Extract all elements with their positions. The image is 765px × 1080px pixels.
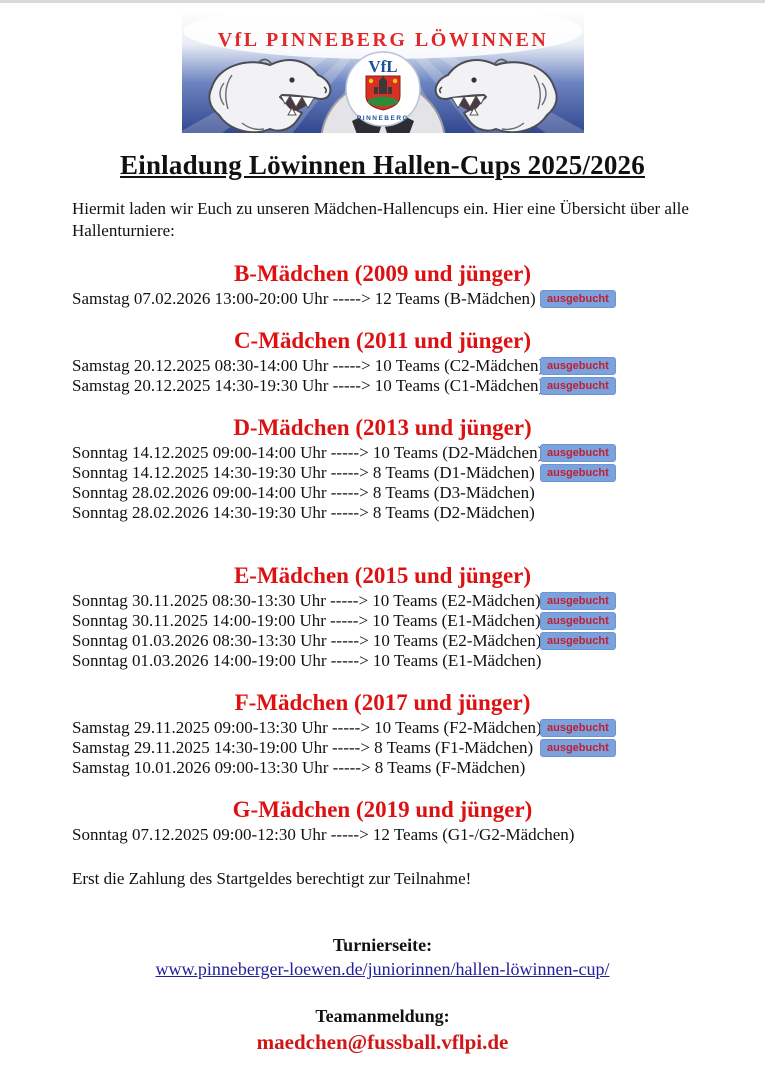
event-text: Sonntag 01.03.2026 14:00-19:00 Uhr -----… <box>72 651 542 670</box>
section-events: Samstag 07.02.2026 13:00-20:00 Uhr -----… <box>0 289 765 309</box>
event-row: Sonntag 01.03.2026 08:30-13:30 Uhr -----… <box>72 631 765 651</box>
event-text: Sonntag 28.02.2026 14:30-19:30 Uhr -----… <box>72 503 535 522</box>
soldout-badge: ausgebucht <box>540 632 616 650</box>
tournament-section: C-Mädchen (2011 und jünger) Samstag 20.1… <box>0 328 765 396</box>
logo-city-text: PINNEBERG <box>356 115 408 122</box>
event-row: Sonntag 30.11.2025 08:30-13:30 Uhr -----… <box>72 591 765 611</box>
soldout-badge: ausgebucht <box>540 377 616 395</box>
team-registration-email: maedchen@fussball.vflpi.de <box>256 1030 509 1054</box>
tournament-section: F-Mädchen (2017 und jünger) Samstag 29.1… <box>0 690 765 778</box>
tournament-site-link[interactable]: www.pinneberger-loewen.de/juniorinnen/ha… <box>155 959 610 979</box>
event-text: Sonntag 30.11.2025 14:00-19:00 Uhr -----… <box>72 611 541 630</box>
event-row: Samstag 10.01.2026 09:00-13:30 Uhr -----… <box>72 758 765 778</box>
event-text: Samstag 29.11.2025 14:30-19:00 Uhr -----… <box>72 738 534 757</box>
soldout-badge: ausgebucht <box>540 739 616 757</box>
event-text: Sonntag 28.02.2026 09:00-14:00 Uhr -----… <box>72 483 535 502</box>
event-text: Samstag 29.11.2025 09:00-13:30 Uhr -----… <box>72 718 542 737</box>
page-title: Einladung Löwinnen Hallen-Cups 2025/2026 <box>120 150 645 180</box>
event-text: Sonntag 07.12.2025 09:00-12:30 Uhr -----… <box>72 825 575 844</box>
intro-text: Hiermit laden wir Euch zu unseren Mädche… <box>72 199 689 240</box>
section-events: Sonntag 14.12.2025 09:00-14:00 Uhr -----… <box>0 443 765 523</box>
event-row: Sonntag 07.12.2025 09:00-12:30 Uhr -----… <box>72 825 765 845</box>
tournament-section: E-Mädchen (2015 und jünger) Sonntag 30.1… <box>0 563 765 671</box>
event-text: Sonntag 14.12.2025 14:30-19:30 Uhr -----… <box>72 463 535 482</box>
payment-note: Erst die Zahlung des Startgeldes berecht… <box>72 869 472 888</box>
club-name-text: VfL PINNEBERG LÖWINNEN <box>217 28 548 51</box>
club-banner-image: VfL PINNEBERG VfL PINNEBERG LÖWINNEN <box>181 13 584 133</box>
event-row: Sonntag 14.12.2025 09:00-14:00 Uhr -----… <box>72 443 765 463</box>
section-heading: G-Mädchen (2019 und jünger) <box>232 797 533 822</box>
team-registration-label: Teamanmeldung: <box>315 1006 450 1026</box>
soldout-badge: ausgebucht <box>540 612 616 630</box>
sections: B-Mädchen (2009 und jünger) Samstag 07.0… <box>0 261 765 845</box>
tournament-section: D-Mädchen (2013 und jünger) Sonntag 14.1… <box>0 415 765 523</box>
soldout-badge: ausgebucht <box>540 464 616 482</box>
event-row: Samstag 20.12.2025 14:30-19:30 Uhr -----… <box>72 376 765 396</box>
event-row: Sonntag 30.11.2025 14:00-19:00 Uhr -----… <box>72 611 765 631</box>
event-text: Samstag 07.02.2026 13:00-20:00 Uhr -----… <box>72 289 536 308</box>
section-events: Samstag 20.12.2025 08:30-14:00 Uhr -----… <box>0 356 765 396</box>
soldout-badge: ausgebucht <box>540 357 616 375</box>
section-heading: F-Mädchen (2017 und jünger) <box>234 690 531 715</box>
tournament-site-label: Turnierseite: <box>332 935 433 955</box>
section-events: Sonntag 30.11.2025 08:30-13:30 Uhr -----… <box>0 591 765 671</box>
section-heading: C-Mädchen (2011 und jünger) <box>233 328 532 353</box>
event-text: Samstag 10.01.2026 09:00-13:30 Uhr -----… <box>72 758 526 777</box>
section-events: Sonntag 07.12.2025 09:00-12:30 Uhr -----… <box>0 825 765 845</box>
soldout-badge: ausgebucht <box>540 592 616 610</box>
footer: Turnierseite: www.pinneberger-loewen.de/… <box>0 935 765 1055</box>
tournament-section: G-Mädchen (2019 und jünger) Sonntag 07.1… <box>0 797 765 845</box>
event-text: Sonntag 30.11.2025 08:30-13:30 Uhr -----… <box>72 591 541 610</box>
event-text: Samstag 20.12.2025 14:30-19:30 Uhr -----… <box>72 376 545 395</box>
soldout-badge: ausgebucht <box>540 290 616 308</box>
event-row: Samstag 29.11.2025 09:00-13:30 Uhr -----… <box>72 718 765 738</box>
section-events: Samstag 29.11.2025 09:00-13:30 Uhr -----… <box>0 718 765 778</box>
event-text: Sonntag 14.12.2025 09:00-14:00 Uhr -----… <box>72 443 544 462</box>
soldout-badge: ausgebucht <box>540 719 616 737</box>
section-heading: E-Mädchen (2015 und jünger) <box>233 563 532 588</box>
logo-shield <box>365 75 400 111</box>
soldout-badge: ausgebucht <box>540 444 616 462</box>
event-row: Samstag 07.02.2026 13:00-20:00 Uhr -----… <box>72 289 765 309</box>
logo-vfl-text: VfL <box>368 57 397 76</box>
club-logo: VfL PINNEBERG <box>344 51 421 127</box>
event-row: Samstag 20.12.2025 08:30-14:00 Uhr -----… <box>72 356 765 376</box>
event-row: Sonntag 01.03.2026 14:00-19:00 Uhr -----… <box>72 651 765 671</box>
section-heading: B-Mädchen (2009 und jünger) <box>233 261 532 286</box>
tournament-section: B-Mädchen (2009 und jünger) Samstag 07.0… <box>0 261 765 309</box>
event-text: Sonntag 01.03.2026 08:30-13:30 Uhr -----… <box>72 631 542 650</box>
event-text: Samstag 20.12.2025 08:30-14:00 Uhr -----… <box>72 356 545 375</box>
event-row: Sonntag 14.12.2025 14:30-19:30 Uhr -----… <box>72 463 765 483</box>
club-banner: VfL PINNEBERG VfL PINNEBERG LÖWINNEN <box>181 13 584 133</box>
event-row: Samstag 29.11.2025 14:30-19:00 Uhr -----… <box>72 738 765 758</box>
section-heading: D-Mädchen (2013 und jünger) <box>233 415 532 440</box>
event-row: Sonntag 28.02.2026 09:00-14:00 Uhr -----… <box>72 483 765 503</box>
event-row: Sonntag 28.02.2026 14:30-19:30 Uhr -----… <box>72 503 765 523</box>
